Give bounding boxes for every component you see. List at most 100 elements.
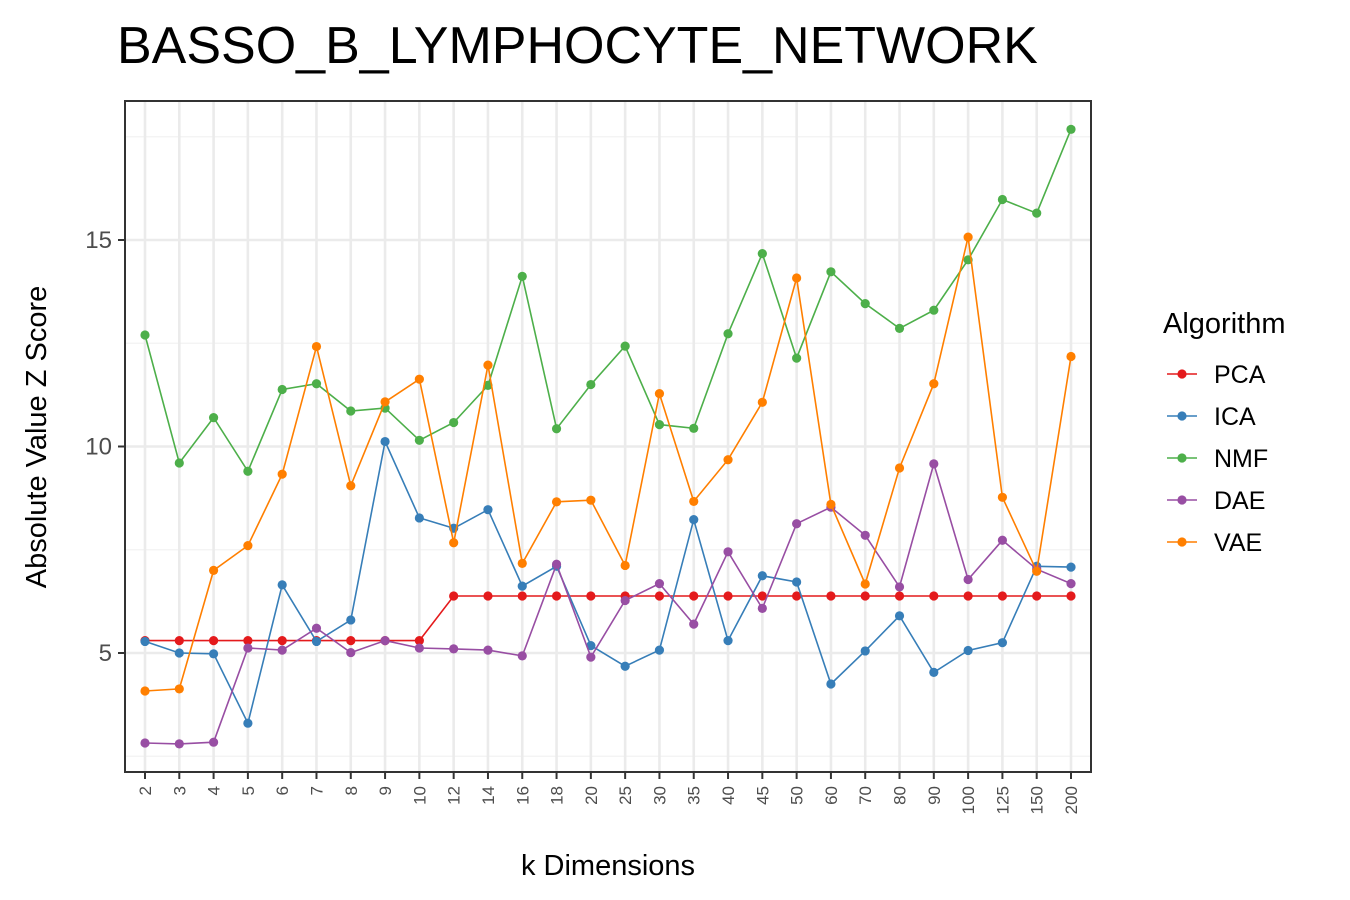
legend-key-point xyxy=(1177,369,1187,379)
data-point-dae xyxy=(311,623,322,633)
data-point-dae xyxy=(792,519,802,529)
data-point-ica xyxy=(654,645,665,655)
data-point-dae xyxy=(174,739,184,749)
data-point-dae xyxy=(414,643,424,653)
data-point-ica xyxy=(689,515,699,525)
series-nmf xyxy=(140,124,1076,476)
x-axis-title: k Dimensions xyxy=(521,850,695,882)
data-point-dae xyxy=(654,579,665,589)
legend-item-pca: PCA xyxy=(1167,361,1266,389)
data-point-pca xyxy=(346,636,356,646)
data-point-ica xyxy=(346,615,356,625)
data-point-ica xyxy=(174,648,184,658)
data-point-ica xyxy=(414,513,424,523)
data-point-ica xyxy=(826,679,836,689)
data-point-vae xyxy=(826,499,836,509)
legend-key-point xyxy=(1177,411,1187,421)
x-tick-label: 200 xyxy=(1062,786,1081,814)
x-tick-label: 80 xyxy=(891,786,910,805)
data-point-dae xyxy=(689,619,699,629)
data-point-vae xyxy=(277,469,287,479)
data-point-vae xyxy=(551,497,562,507)
x-tick-label: 20 xyxy=(582,786,601,805)
data-point-dae xyxy=(243,643,253,653)
x-tick-label: 14 xyxy=(479,786,498,805)
legend-item-dae: DAE xyxy=(1167,487,1265,515)
legend: Algorithm PCA ICA NMF DAE VAE xyxy=(1163,308,1286,557)
data-point-vae xyxy=(586,495,596,505)
y-tick-label: 5 xyxy=(99,640,112,667)
data-point-ica xyxy=(311,636,322,647)
data-point-nmf xyxy=(997,194,1008,205)
legend-label: NMF xyxy=(1214,445,1268,473)
data-point-dae xyxy=(929,459,939,469)
data-point-vae xyxy=(1066,351,1076,362)
data-point-pca xyxy=(894,591,905,601)
series-line-vae xyxy=(144,236,1072,692)
y-axis-title: Absolute Value Z Score xyxy=(21,286,53,589)
data-point-dae xyxy=(551,559,562,569)
data-point-dae xyxy=(380,636,390,646)
data-point-nmf xyxy=(449,417,459,428)
data-point-dae xyxy=(963,574,973,585)
data-point-ica xyxy=(208,649,219,659)
data-point-pca xyxy=(174,636,184,646)
data-point-vae xyxy=(311,341,322,352)
data-point-ica xyxy=(517,581,527,591)
data-point-pca xyxy=(792,591,802,601)
x-tick-label: 8 xyxy=(342,786,361,795)
data-point-dae xyxy=(277,645,287,655)
series-line-pca xyxy=(145,595,1071,642)
data-point-ica xyxy=(894,611,905,621)
data-point-nmf xyxy=(757,249,767,259)
x-tick-label: 60 xyxy=(822,786,841,805)
data-point-ica xyxy=(243,718,253,728)
data-point-ica xyxy=(620,661,630,671)
x-tick-label: 25 xyxy=(616,786,635,805)
data-point-dae xyxy=(723,547,733,557)
x-tick-label: 150 xyxy=(1028,786,1047,814)
legend-key-point xyxy=(1177,537,1187,547)
data-point-nmf xyxy=(1032,208,1042,218)
data-point-nmf xyxy=(208,412,219,423)
x-tick-label: 70 xyxy=(856,786,875,805)
chart-title: BASSO_B_LYMPHOCYTE_NETWORK xyxy=(117,17,1038,75)
data-point-dae xyxy=(860,530,870,540)
data-point-ica xyxy=(140,636,150,647)
data-point-dae xyxy=(757,603,767,613)
data-point-ica xyxy=(860,646,870,656)
legend-item-vae: VAE xyxy=(1167,529,1262,557)
x-tick-label: 9 xyxy=(376,786,395,795)
data-point-vae xyxy=(346,481,356,491)
legend-key-point xyxy=(1177,453,1187,463)
data-point-nmf xyxy=(243,466,253,476)
data-point-vae xyxy=(174,684,184,694)
data-point-vae xyxy=(723,455,733,465)
data-point-pca xyxy=(689,591,699,601)
series-ica xyxy=(140,436,1076,728)
x-tick-label: 100 xyxy=(959,786,978,814)
legend-label: VAE xyxy=(1214,529,1262,557)
x-tick-label: 10 xyxy=(410,786,429,805)
data-point-vae xyxy=(757,397,767,407)
data-point-pca xyxy=(243,636,253,646)
data-point-pca xyxy=(860,591,870,601)
data-point-vae xyxy=(963,232,973,242)
series-dae xyxy=(140,459,1076,749)
data-point-nmf xyxy=(551,424,562,434)
data-point-dae xyxy=(346,647,356,658)
series-pca xyxy=(140,591,1076,646)
gridlines xyxy=(125,101,1091,772)
data-point-dae xyxy=(997,535,1008,545)
data-point-vae xyxy=(414,374,424,384)
legend-label: DAE xyxy=(1214,487,1265,515)
x-tick-label: 6 xyxy=(273,786,292,795)
x-tick-label: 30 xyxy=(650,786,669,805)
data-point-pca xyxy=(277,636,287,646)
data-point-ica xyxy=(483,505,493,515)
data-point-ica xyxy=(997,638,1008,648)
data-point-pca xyxy=(208,636,219,646)
data-point-pca xyxy=(414,636,424,646)
